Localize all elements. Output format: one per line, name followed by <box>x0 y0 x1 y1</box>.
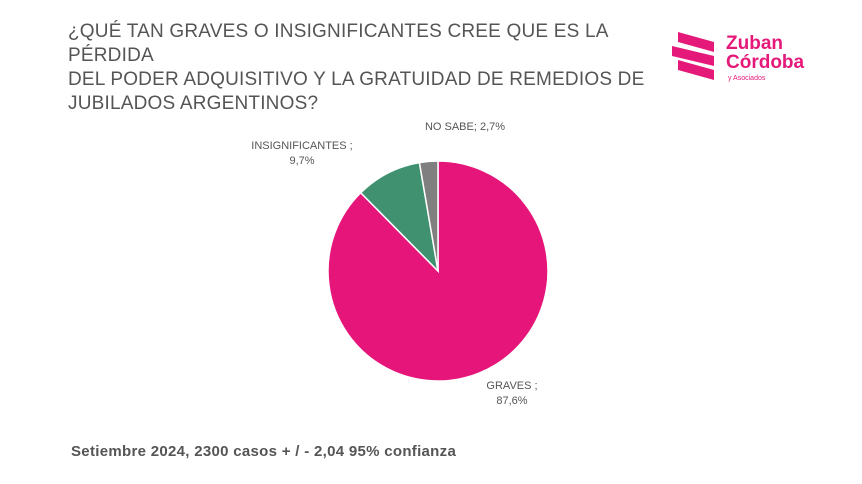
pie-slice-no-sabe <box>418 160 439 272</box>
logo-line-2: Córdoba <box>726 52 805 73</box>
chart-title-line: DEL PODER ADQUISITIVO Y LA GRATUIDAD DE … <box>68 69 645 90</box>
slice-label-no-sabe: NO SABE; 2,7% <box>425 121 505 133</box>
logo-mark-icon <box>672 32 714 80</box>
chart-title: ¿QUÉ TAN GRAVES O INSIGNIFICANTES CREE Q… <box>68 20 658 116</box>
footer-note: Setiembre 2024, 2300 casos + / - 2,04 95… <box>71 443 457 460</box>
slice-label-graves: GRAVES ; 87,6% <box>486 380 537 407</box>
brand-logo: Zuban Córdoba y Asociados <box>668 30 818 90</box>
chart-title-line: JUBILADOS ARGENTINOS? <box>68 93 319 114</box>
slice-label-insignificantes: INSIGNIFICANTES ; 9,7% <box>251 140 352 167</box>
pie-slices <box>327 160 549 382</box>
logo-wordmark: Zuban Córdoba <box>726 34 804 72</box>
logo-subtitle: y Asociados <box>728 75 766 82</box>
chart-title-line: ¿QUÉ TAN GRAVES O INSIGNIFICANTES CREE Q… <box>68 21 608 66</box>
logo-line-1: Zuban <box>726 33 783 54</box>
pie-labels: GRAVES ; 87,6% INSIGNIFICANTES ; 9,7% NO SAB… <box>251 121 537 407</box>
